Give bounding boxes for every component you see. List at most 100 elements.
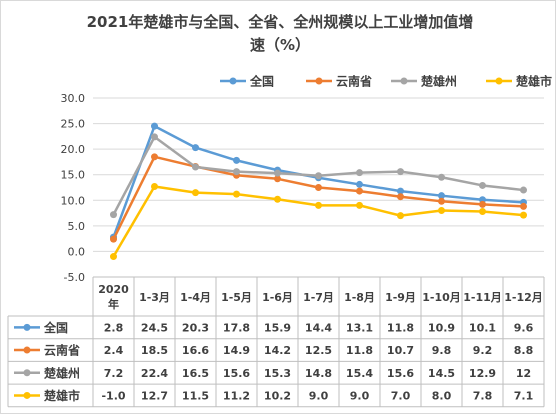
data-point: [397, 193, 404, 201]
data-point: [356, 169, 363, 177]
table-cell-value: 15.3: [264, 367, 291, 380]
legend: 全国 云南省 楚雄州 楚雄市: [220, 74, 552, 89]
table-series-key-marker: [23, 391, 31, 399]
table-cell-value: 7.0: [391, 389, 411, 402]
x-category-label: 1-6月: [262, 291, 293, 304]
data-point: [479, 200, 486, 208]
table-cell-value: 16.5: [182, 367, 209, 380]
legend-label: 云南省: [336, 74, 372, 89]
table-cell-value: 12.5: [305, 344, 332, 357]
table-cell-value: 14.5: [428, 367, 455, 380]
data-point: [192, 163, 199, 171]
x-category-label: 1-3月: [139, 291, 170, 304]
data-point: [151, 133, 158, 141]
data-point: [151, 153, 158, 161]
table-cell-value: 20.3: [182, 321, 209, 334]
table-cell-value: 11.8: [387, 321, 414, 334]
data-point: [233, 168, 240, 176]
table-cell-value: -1.0: [101, 389, 125, 402]
data-point: [233, 156, 240, 164]
legend-label: 全国: [249, 74, 274, 89]
data-point: [438, 192, 445, 200]
data-point: [315, 201, 322, 209]
data-point: [479, 208, 486, 216]
data-point: [520, 211, 527, 219]
table-series-name: 楚雄市: [43, 388, 80, 403]
data-point: [356, 180, 363, 188]
data-point: [356, 187, 363, 195]
x-category-label: 1-5月: [221, 291, 252, 304]
data-point: [520, 202, 527, 210]
data-point: [151, 182, 158, 190]
chart-title-line2: 速（%）: [250, 36, 310, 54]
table-cell-value: 22.4: [141, 367, 168, 380]
table-cell-value: 10.7: [387, 344, 414, 357]
table-cell-value: 14.9: [223, 344, 250, 357]
legend-label: 楚雄市: [515, 74, 552, 89]
table-cell-value: 9.8: [432, 344, 452, 357]
table-cell-value: 8.0: [432, 389, 452, 402]
table-cell-value: 18.5: [141, 344, 168, 357]
y-tick-label: 0.0: [68, 245, 86, 258]
data-point: [274, 175, 281, 183]
x-category-label: 1-9月: [385, 291, 416, 304]
series-lines: [110, 122, 527, 261]
data-point: [192, 189, 199, 197]
data-point: [397, 212, 404, 220]
data-point: [397, 168, 404, 176]
y-tick-label: 5.0: [68, 220, 86, 233]
table-cell-value: 12.7: [141, 389, 168, 402]
table-series-name: 楚雄州: [43, 365, 80, 380]
gridlines: [93, 97, 544, 252]
data-point: [438, 173, 445, 181]
table-cell-value: 17.8: [223, 321, 250, 334]
table-cell-value: 2.4: [104, 344, 124, 357]
y-tick-label: 15.0: [61, 169, 86, 182]
table-cell-value: 9.0: [309, 389, 329, 402]
table-cell-value: 7.1: [514, 389, 534, 402]
y-axis: 30.0 25.0 20.0 15.0 10.0 5.0 0.0 -5.0: [61, 92, 86, 284]
data-point: [438, 197, 445, 205]
table-cell-value: 15.9: [264, 321, 291, 334]
table-cell-value: 9.0: [350, 389, 370, 402]
table-cell-value: 14.4: [305, 321, 332, 334]
data-point: [479, 181, 486, 189]
table-cell-value: 2.8: [104, 321, 124, 334]
table-cell-value: 11.8: [346, 344, 373, 357]
table-series-name: 云南省: [44, 343, 80, 358]
x-category-label: 1-11月: [463, 291, 502, 304]
x-category-label: 1-12月: [504, 291, 543, 304]
data-point: [438, 207, 445, 215]
x-category-label: 1-8月: [344, 291, 375, 304]
table-cell-value: 11.5: [182, 389, 209, 402]
table-cell-value: 16.6: [182, 344, 209, 357]
legend-key-marker: [400, 77, 408, 85]
table-cell-value: 12.9: [469, 367, 496, 380]
table-cell-value: 7.2: [104, 367, 124, 380]
y-tick-label: -5.0: [64, 271, 85, 284]
table-series-key-marker: [23, 346, 31, 354]
x-category-label: 1-4月: [180, 291, 211, 304]
table-cell-value: 13.1: [346, 321, 373, 334]
data-point: [110, 235, 117, 243]
table-cell-value: 15.6: [387, 367, 414, 380]
table-cell-value: 9.6: [514, 321, 534, 334]
data-point: [274, 169, 281, 177]
x-category-label: 年: [108, 297, 119, 311]
data-point: [315, 172, 322, 180]
table-cell-value: 11.2: [223, 389, 250, 402]
data-point: [520, 186, 527, 194]
y-tick-label: 20.0: [61, 143, 86, 156]
data-point: [274, 195, 281, 203]
data-point: [151, 122, 158, 130]
table-series-key-marker: [23, 323, 31, 331]
data-point: [356, 201, 363, 209]
table-cell-value: 14.2: [264, 344, 291, 357]
data-point: [110, 253, 117, 261]
x-category-label: 1-10月: [422, 291, 461, 304]
table-cell-value: 8.8: [514, 344, 534, 357]
data-point: [397, 187, 404, 195]
data-point: [192, 144, 199, 152]
